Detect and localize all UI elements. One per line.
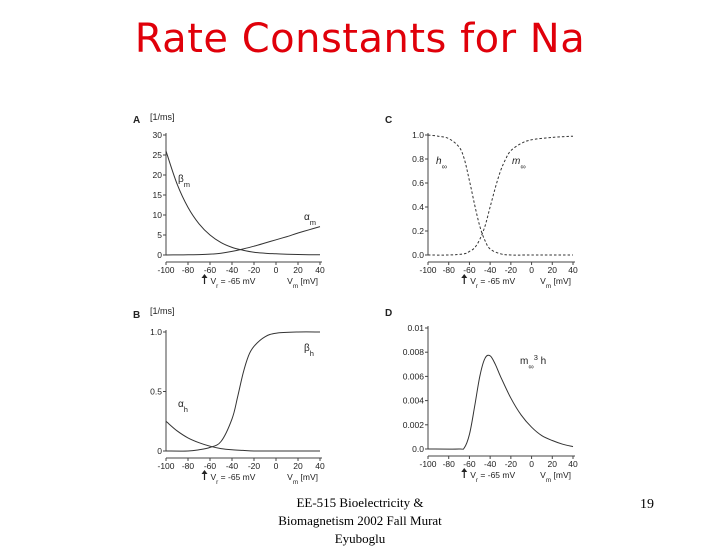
x-tick-label: 40 [568, 459, 578, 469]
page-number: 19 [640, 497, 654, 512]
rest-potential-label: Vr = -65 mV [211, 276, 256, 290]
x-axis-title: Vm [mV] [287, 276, 318, 290]
panel-letter: A [133, 115, 140, 126]
y-tick-label: 20 [153, 170, 163, 180]
x-tick-label: -60 [463, 459, 476, 469]
panel-b: B [1/ms] 0 0.5 1.0 -100 -80 -60 -40 -20 0 20 40 Vr = … [133, 306, 325, 486]
y-tick-label: 0.006 [403, 371, 425, 381]
x-tick-label: -80 [182, 461, 195, 471]
x-tick-label: 0 [274, 461, 279, 471]
x-tick-label: -40 [484, 265, 497, 275]
series-label: αm [304, 212, 316, 227]
y-tick-label: 1.0 [412, 130, 424, 140]
y-tick-label: 0.6 [412, 178, 424, 188]
x-axis-title: Vm [mV] [540, 470, 571, 484]
series-label: βh [304, 343, 314, 358]
y-tick-label: 0.2 [412, 226, 424, 236]
x-tick-label: 0 [274, 265, 279, 275]
x-tick-label: -20 [248, 265, 261, 275]
x-tick-label: 20 [548, 459, 558, 469]
y-tick-label: 0.004 [403, 396, 425, 406]
series-label: h∞ [436, 156, 447, 171]
series-line [427, 354, 574, 450]
x-tick-label: 40 [568, 265, 578, 275]
y-tick-label: 0 [157, 250, 162, 260]
series-label: αh [178, 399, 188, 414]
y-tick-label: 0.8 [412, 154, 424, 164]
series-line [165, 150, 321, 256]
series-line [427, 134, 573, 256]
series-label: βm [178, 174, 190, 189]
series-line [165, 226, 321, 256]
x-tick-label: 20 [293, 265, 303, 275]
slide-title: Rate Constants for Na [134, 16, 586, 62]
x-tick-label: -100 [419, 459, 436, 469]
y-tick-label: 25 [153, 150, 163, 160]
rest-potential-arrowhead [201, 274, 208, 278]
series-label: m∞3 h [520, 353, 546, 371]
rest-potential-label: Vr = -65 mV [470, 276, 515, 290]
panel-d: D 0.0 0.002 0.004 0.006 0.008 0.01 -100 -80 -60 -4… [385, 308, 578, 484]
x-tick-label: 0 [529, 265, 534, 275]
series-line [165, 420, 320, 452]
x-tick-label: -100 [157, 461, 174, 471]
panel-letter: C [385, 115, 392, 126]
x-tick-label: -80 [182, 265, 195, 275]
y-tick-label: 0.0 [412, 444, 424, 454]
panel-a: A [1/ms] 0 5 10 15 20 25 30 -100 -80 -60 -40 -20 0 20 40… [133, 112, 325, 290]
footer-line-1: EE-515 Bioelectricity & [296, 495, 424, 510]
panel-letter: B [133, 310, 140, 321]
y-tick-label: 0.002 [403, 420, 425, 430]
x-tick-label: -40 [226, 461, 239, 471]
y-tick-label: 5 [157, 230, 162, 240]
panel-letter: D [385, 308, 392, 319]
y-tick-label: 0.008 [403, 347, 425, 357]
y-tick-label: 0 [157, 446, 162, 456]
x-tick-label: 20 [548, 265, 558, 275]
x-tick-label: -20 [248, 461, 261, 471]
x-tick-label: -80 [443, 459, 456, 469]
rest-potential-arrowhead [461, 274, 468, 278]
x-axis-title: Vm [mV] [540, 276, 571, 290]
x-axis-title: Vm [mV] [287, 472, 318, 486]
x-tick-label: -20 [505, 459, 518, 469]
y-tick-label: 15 [153, 190, 163, 200]
x-tick-label: -40 [484, 459, 497, 469]
y-axis-unit-label: [1/ms] [150, 306, 175, 316]
x-tick-label: -20 [505, 265, 518, 275]
x-tick-label: -80 [443, 265, 456, 275]
x-tick-label: -100 [419, 265, 436, 275]
series-label: m∞ [512, 156, 526, 171]
y-tick-label: 1.0 [150, 327, 162, 337]
x-tick-label: 0 [529, 459, 534, 469]
y-tick-label: 0.5 [150, 387, 162, 397]
y-tick-label: 0.01 [407, 323, 424, 333]
x-tick-label: 20 [293, 461, 303, 471]
rest-potential-arrowhead [201, 470, 208, 474]
rest-potential-arrowhead [461, 468, 468, 472]
y-tick-label: 30 [153, 130, 163, 140]
x-tick-label: 40 [315, 265, 325, 275]
footer-line-3: Eyuboglu [334, 531, 386, 546]
series-line [427, 135, 574, 256]
x-tick-label: -100 [157, 265, 174, 275]
x-tick-label: -40 [226, 265, 239, 275]
panel-c: C 0.0 0.2 0.4 0.6 0.8 1.0 -100 -80 -60 -40 -20 0 20 40… [385, 115, 578, 290]
rest-potential-label: Vr = -65 mV [211, 472, 256, 486]
x-tick-label: -60 [463, 265, 476, 275]
x-tick-label: -60 [204, 461, 217, 471]
y-tick-label: 0.4 [412, 202, 424, 212]
rest-potential-label: Vr = -65 mV [470, 470, 515, 484]
y-tick-label: 10 [153, 210, 163, 220]
series-line [165, 331, 321, 452]
footer-line-2: Biomagnetism 2002 Fall Murat [278, 513, 442, 528]
y-tick-label: 0.0 [412, 250, 424, 260]
x-tick-label: 40 [315, 461, 325, 471]
x-tick-label: -60 [204, 265, 217, 275]
y-axis-unit-label: [1/ms] [150, 112, 175, 122]
